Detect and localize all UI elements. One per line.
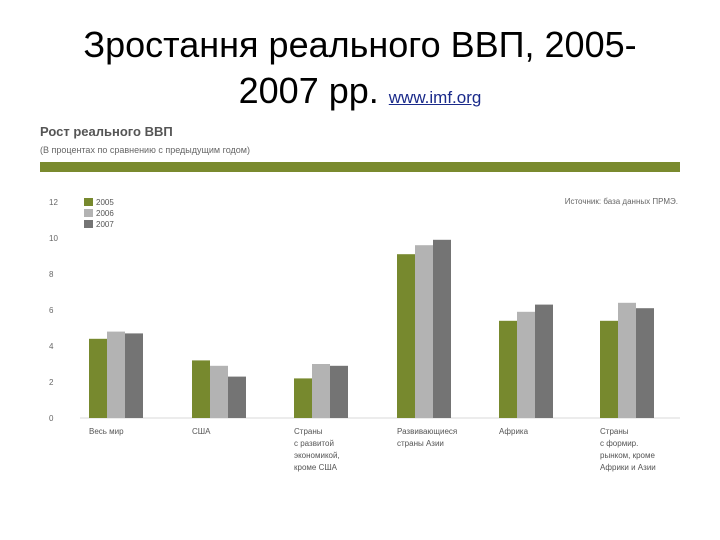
bar-2005-cat3	[397, 254, 415, 418]
bar-2006-cat4	[517, 311, 535, 418]
category-label: рынком, кроме	[600, 451, 656, 460]
category-label: кроме США	[294, 463, 338, 472]
legend-label-2005: 2005	[96, 198, 114, 207]
chart-title: Рост реального ВВП	[40, 124, 173, 139]
slide-title-year: 2007 рр.	[238, 70, 379, 111]
bar-2007-cat5	[636, 308, 654, 418]
bar-2005-cat1	[192, 360, 210, 418]
bar-2007-cat2	[330, 365, 348, 418]
legend-label-2006: 2006	[96, 209, 114, 218]
bar-2006-cat1	[210, 365, 228, 418]
y-tick-label: 4	[49, 342, 54, 351]
chart-source: Источник: база данных ПРМЭ.	[564, 197, 678, 206]
category-label: Развивающиеся	[397, 427, 457, 436]
bar-2005-cat5	[600, 320, 618, 418]
category-label: экономикой,	[294, 451, 340, 460]
bar-2005-cat2	[294, 378, 312, 418]
y-tick-label: 6	[49, 306, 54, 315]
category-label: Весь мир	[89, 427, 124, 436]
bar-2007-cat4	[535, 304, 553, 418]
legend-swatch-2007	[84, 220, 93, 228]
category-label: Африка	[499, 427, 529, 436]
bar-2006-cat5	[618, 302, 636, 418]
category-label: США	[192, 427, 211, 436]
y-tick-label: 10	[49, 234, 58, 243]
category-label: с развитой	[294, 439, 334, 448]
bar-2005-cat4	[499, 320, 517, 418]
y-tick-label: 0	[49, 414, 54, 423]
category-label: Страны	[600, 427, 629, 436]
legend-swatch-2005	[84, 198, 93, 206]
bar-2006-cat0	[107, 331, 125, 418]
y-tick-label: 8	[49, 270, 54, 279]
category-label: Африки и Азии	[600, 463, 656, 472]
category-label: Страны	[294, 427, 323, 436]
bar-2007-cat0	[125, 333, 143, 418]
legend-swatch-2006	[84, 209, 93, 217]
y-tick-label: 12	[49, 198, 58, 207]
category-label: страны Азии	[397, 439, 444, 448]
chart-subtitle: (В процентах по сравнению с предыдущим г…	[40, 145, 250, 155]
chart-header-bar	[40, 162, 680, 172]
bar-2007-cat1	[228, 376, 246, 418]
y-tick-label: 2	[49, 378, 54, 387]
legend-label-2007: 2007	[96, 220, 114, 229]
bar-2005-cat0	[89, 338, 107, 418]
bar-2006-cat2	[312, 364, 330, 418]
slide-title-line2: 2007 рр. www.imf.org	[0, 68, 720, 121]
imf-link[interactable]: www.imf.org	[388, 88, 482, 107]
bar-2006-cat3	[415, 245, 433, 418]
category-label: с формир.	[600, 439, 638, 448]
slide-title-line1: Зростання реального ВВП, 2005-	[83, 24, 637, 65]
bar-2007-cat3	[433, 239, 451, 418]
slide-title: Зростання реального ВВП, 2005- 2007 рр. w…	[0, 22, 720, 121]
